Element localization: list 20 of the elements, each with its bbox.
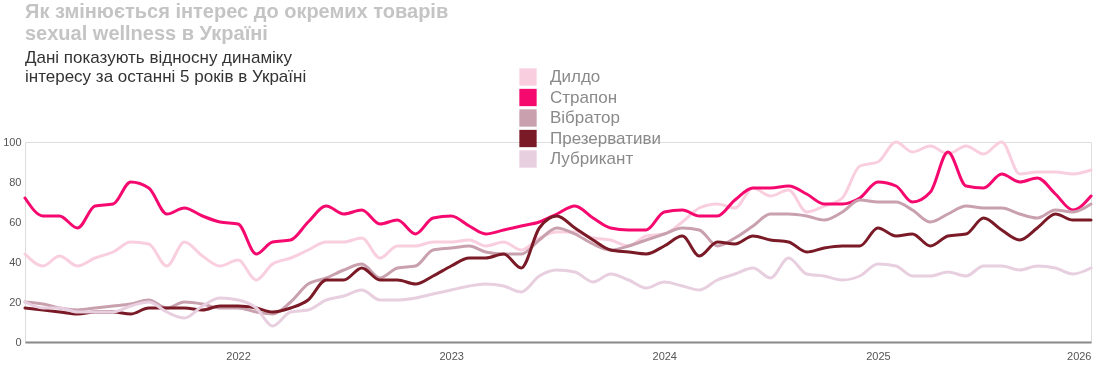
x-tick-label: 2022 — [226, 349, 251, 362]
x-tick-label: 2025 — [866, 349, 891, 362]
legend-label: Презервативи — [550, 128, 661, 148]
y-tick-label: 80 — [9, 175, 22, 188]
x-tick-label: 2026 — [1067, 349, 1092, 362]
chart-subtitle: Дані показують відносну динаміку інтересу за останні 5 років в Україні — [25, 48, 307, 86]
chart-title: Як змінюється інтерес до окремих товарів sexual wellness в Україні — [25, 0, 449, 44]
x-tick-label: 2024 — [652, 349, 677, 362]
legend-label: Вібратор — [550, 108, 620, 127]
legend-label: Страпон — [550, 87, 618, 107]
y-tick-label: 40 — [9, 255, 22, 268]
legend-label: Лубрикант — [550, 149, 634, 168]
line-series — [23, 256, 1093, 328]
y-tick-label: 0 — [15, 335, 22, 348]
y-tick-label: 20 — [9, 295, 22, 308]
legend-label: Дилдо — [550, 67, 601, 86]
x-tick-label: 2023 — [439, 349, 464, 362]
y-tick-label: 100 — [3, 135, 22, 148]
line-series — [23, 150, 1093, 256]
y-tick-label: 60 — [9, 215, 22, 228]
